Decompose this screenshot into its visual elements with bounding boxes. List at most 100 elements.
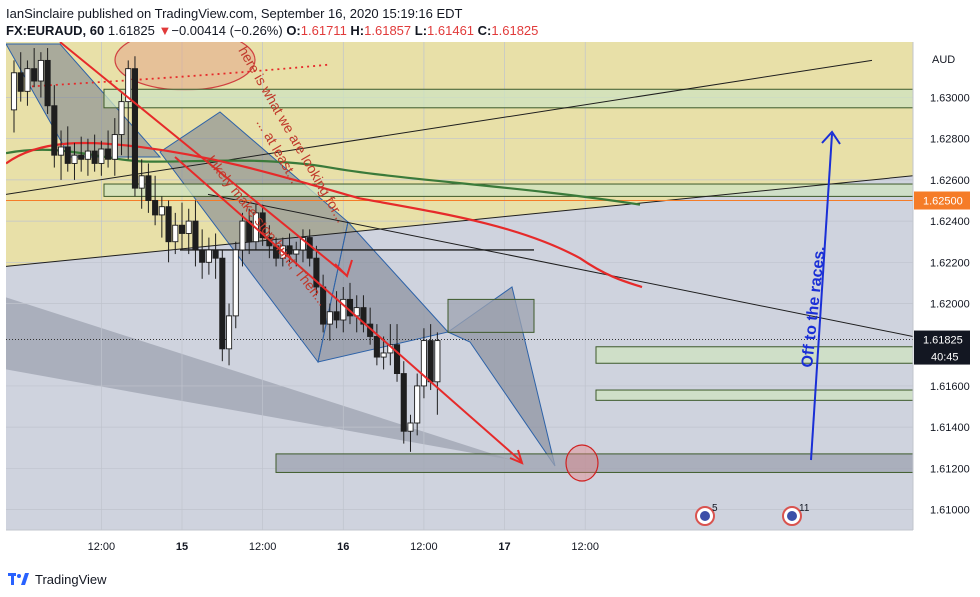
candle-bear	[152, 200, 159, 216]
candle-bull	[37, 59, 44, 82]
consolidation-box	[447, 298, 535, 333]
candle-bull	[380, 352, 387, 358]
candle-bull	[326, 311, 333, 325]
price-tick-label: 1.61000	[930, 505, 970, 517]
high-value: 1.61857	[364, 23, 412, 38]
open-label: O:	[286, 23, 301, 38]
candle-bear	[286, 245, 293, 255]
event-flag-inner-icon	[700, 511, 710, 521]
level-badge-label: 1.62500	[923, 196, 963, 208]
ohlc-line: FX:EURAUD, 60 1.61825 ▼−0.00414 (−0.26%)…	[6, 23, 538, 38]
candle-bear	[313, 257, 320, 288]
candle-bear	[427, 340, 434, 383]
event-count-label: 5	[712, 503, 718, 514]
candle-bull	[24, 68, 31, 92]
support-band-lower	[595, 389, 913, 401]
candle-bear	[212, 249, 219, 259]
price-tick-label: 1.61200	[930, 463, 970, 475]
candle-bear	[199, 249, 206, 263]
publish-line: IanSinclaire published on TradingView.co…	[6, 6, 463, 21]
price-axis-background	[914, 42, 980, 530]
candle-bear	[91, 150, 98, 164]
candle-bear	[131, 68, 139, 189]
time-tick-label: 12:00	[410, 541, 438, 553]
candle-bear	[192, 220, 199, 251]
level-badge	[914, 191, 970, 210]
price-chart[interactable]: here is what we are looking for... ... a…	[0, 42, 980, 562]
trend-line-upper	[6, 59, 873, 195]
candle-bear	[17, 72, 24, 92]
price-tick-label: 1.62000	[930, 299, 970, 311]
current-price-label: 1.61825	[923, 335, 963, 347]
price-tick-label: 1.62400	[930, 216, 970, 228]
footer-brand[interactable]: TradingView	[35, 571, 107, 587]
low-value: 1.61461	[427, 23, 475, 38]
candle-bear	[44, 59, 51, 107]
candle-bear	[373, 336, 380, 358]
candle-bull	[125, 68, 132, 103]
zone-bands	[103, 88, 913, 473]
price-tick-label: 1.63000	[930, 93, 970, 105]
red-arrow-head-2	[509, 449, 524, 465]
time-tick-label: 12:00	[88, 541, 116, 553]
candle-bull	[111, 134, 118, 160]
candle-bull	[232, 249, 239, 317]
candle-bear	[393, 344, 401, 375]
symbol-label: FX:EURAUD, 60	[6, 23, 105, 38]
candle-bull	[71, 154, 78, 164]
time-tick-label: 12:00	[571, 541, 599, 553]
resistance-band-top	[103, 88, 913, 109]
candles	[10, 48, 441, 452]
support-band-upper	[595, 346, 913, 364]
low-label: L:	[414, 23, 428, 38]
candle-bull	[340, 298, 347, 321]
candle-bull	[420, 340, 427, 387]
price-tick-label: 1.61600	[930, 381, 970, 393]
close-label: C:	[477, 23, 492, 38]
candle-bear	[78, 154, 85, 160]
candle-bull	[299, 237, 307, 251]
time-axis: 12:00 15 12:00 16 12:00 17 12:00	[88, 541, 599, 553]
red-moving-average	[6, 141, 643, 289]
current-price-badge	[914, 330, 970, 365]
red-arrow-line-2	[174, 156, 523, 463]
footer: TradingView	[8, 568, 107, 590]
axis-unit-label: AUD	[932, 54, 955, 66]
countdown-label: 40:45	[931, 352, 959, 364]
time-tick-label: 16	[337, 541, 349, 553]
event-flag-inner-icon	[787, 511, 797, 521]
candle-bear	[51, 105, 58, 156]
candle-bull	[225, 315, 233, 350]
change-arrow-icon: ▼	[158, 23, 172, 38]
close-value: 1.61825	[491, 23, 539, 38]
event-badges: 5 11	[695, 503, 810, 526]
candle-bull	[205, 249, 212, 263]
chart-header: IanSinclaire published on TradingView.co…	[0, 0, 980, 42]
tradingview-logo-icon	[8, 573, 29, 585]
candle-bull	[414, 385, 421, 424]
lower-wedge-zone	[6, 297, 512, 461]
blue-arrow-line	[810, 133, 833, 461]
candle-bull	[84, 150, 91, 160]
candle-bear	[333, 311, 340, 321]
candle-bull	[434, 340, 441, 383]
price-tick-label: 1.62600	[930, 175, 970, 187]
candle-bear	[400, 373, 407, 432]
stop-hunt-circle	[565, 444, 599, 482]
event-count-label: 11	[799, 503, 810, 514]
pattern-triangle	[317, 220, 449, 363]
candle-bear	[105, 148, 112, 160]
candle-bull	[57, 146, 65, 156]
candle-bear	[178, 224, 186, 234]
time-tick-label: 17	[498, 541, 510, 553]
candle-bull	[118, 101, 125, 136]
candle-bear	[145, 175, 152, 201]
demand-zone	[275, 453, 913, 473]
price-tick-label: 1.62200	[930, 257, 970, 269]
candle-bear	[259, 212, 266, 239]
last-price: 1.61825	[107, 23, 155, 38]
candle-bull	[138, 175, 145, 189]
trend-line-lower	[6, 175, 913, 267]
candle-bull	[172, 224, 179, 243]
open-value: 1.61711	[300, 23, 347, 38]
